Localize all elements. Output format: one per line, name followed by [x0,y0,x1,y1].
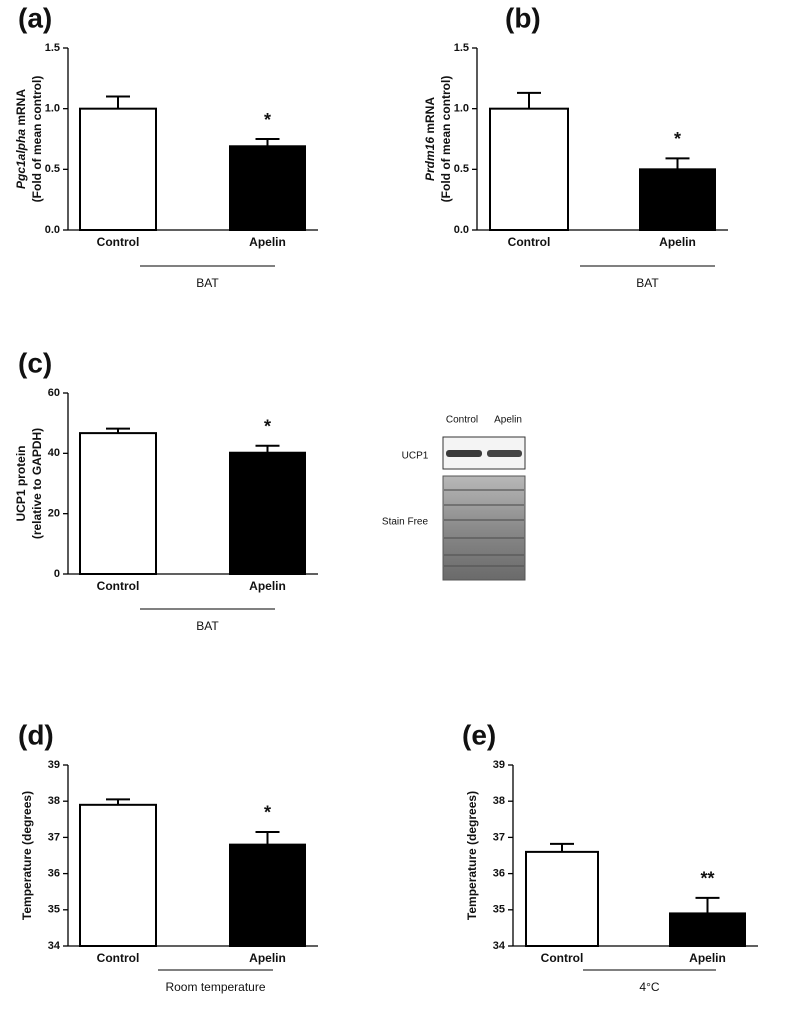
blot-band [487,450,522,457]
panel-label: (c) [18,347,52,378]
y-tick-label: 37 [48,831,60,843]
panel-label: (b) [505,2,541,33]
group-label: Room temperature [165,980,265,994]
bar [79,432,157,575]
y-tick-label: 40 [48,447,60,459]
y-tick-label: 0.0 [45,224,60,236]
significance-label: * [264,417,271,437]
x-tick-label: Apelin [249,235,286,249]
blot-band [446,450,482,457]
stain-bands [444,489,524,567]
bar [669,912,746,947]
y-tick-label: 34 [48,940,61,952]
significance-label: * [674,129,681,149]
y-tick-label: 0.5 [454,163,469,175]
panel-label: (a) [18,2,52,33]
bar [79,107,157,231]
blot-row-label: Stain Free [382,517,429,528]
y-tick-label: 0.0 [454,224,469,236]
y-tick-label: 36 [493,868,505,880]
panel-label: (d) [18,719,54,750]
panel-label: (e) [462,719,496,750]
bar [489,107,569,231]
y-tick-label: 35 [48,904,60,916]
y-axis-label-text: Temperature (degrees) [465,791,479,920]
y-axis-label-text: mRNA [423,97,437,137]
blot-row-label: UCP1 [402,451,429,462]
group-label: 4°C [639,980,659,994]
y-tick-label: 0 [54,568,60,580]
y-tick-label: 38 [493,795,505,807]
x-tick-label: Apelin [659,235,696,249]
y-tick-label: 1.0 [454,103,469,115]
y-axis-label: (Fold of mean control) [30,76,44,203]
x-tick-label: Control [508,235,551,249]
y-axis-label: (Fold of mean control) [439,76,453,203]
x-tick-label: Control [97,951,140,965]
x-tick-label: Control [541,951,584,965]
significance-label: * [264,803,271,823]
bar [229,843,306,948]
bar [525,850,599,948]
y-tick-label: 38 [48,795,60,807]
x-tick-label: Apelin [249,951,286,965]
y-axis-label: Temperature (degrees) [465,791,479,920]
y-tick-label: 34 [493,940,506,952]
blot-lane-label: Apelin [494,415,522,426]
stain-free-blot [442,475,526,581]
y-axis-label: Temperature (degrees) [20,791,34,920]
group-label: BAT [196,619,219,633]
y-axis-label: (relative to GAPDH) [30,428,44,539]
bar [229,145,306,231]
y-tick-label: 1.5 [45,42,60,54]
y-axis-label-text: mRNA [14,89,28,129]
x-tick-label: Control [97,579,140,593]
y-axis-label-text: UCP1 protein [14,445,28,521]
bar [639,168,716,231]
y-axis-label-text: (relative to GAPDH) [30,428,44,539]
y-axis-label-gene: Prdm16 [423,137,437,181]
blot: Control Apelin UCP1 Stain Free [382,415,526,581]
group-label: BAT [196,276,219,290]
x-tick-label: Control [97,235,140,249]
y-tick-label: 37 [493,831,505,843]
y-axis-label-text: (Fold of mean control) [30,76,44,203]
y-tick-label: 60 [48,387,60,399]
y-tick-label: 36 [48,868,60,880]
significance-label: * [264,110,271,130]
y-tick-label: 39 [48,759,60,771]
y-axis-label-gene: Pgc1alpha [14,129,28,189]
y-tick-label: 0.5 [45,163,60,175]
y-axis-label: UCP1 protein [14,445,28,521]
bar [79,803,157,947]
significance-label: ** [700,869,714,889]
x-tick-label: Apelin [689,951,726,965]
y-axis-label: Prdm16 mRNA [423,97,437,181]
y-tick-label: 35 [493,904,505,916]
y-axis-label: Pgc1alpha mRNA [14,89,28,189]
y-tick-label: 20 [48,508,60,520]
group-label: BAT [636,276,659,290]
y-axis-label-text: Temperature (degrees) [20,791,34,920]
y-tick-label: 1.0 [45,103,60,115]
y-tick-label: 39 [493,759,505,771]
blot-lane-label: Control [446,415,478,426]
y-axis-label-text: (Fold of mean control) [439,76,453,203]
y-tick-label: 1.5 [454,42,469,54]
bar [229,451,306,576]
x-tick-label: Apelin [249,579,286,593]
